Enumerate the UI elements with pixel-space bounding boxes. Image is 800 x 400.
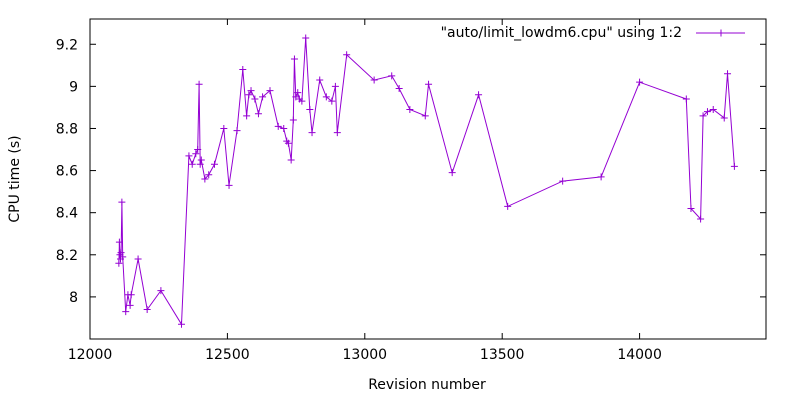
tick-labels: 12000 12500 13000 13500 14000 8 8.2 8.4 8.6 8.8 9 9… [56, 37, 662, 363]
data-point [370, 76, 378, 84]
data-point [559, 177, 567, 185]
data-point [157, 287, 165, 295]
data-point [143, 306, 151, 314]
data-point [197, 156, 205, 164]
data-point [210, 160, 218, 168]
data-point [292, 93, 300, 101]
data-point [280, 124, 288, 132]
data-point [475, 91, 483, 99]
y-tick-label: 9 [69, 79, 78, 95]
data-point [333, 129, 341, 137]
legend-label: "auto/limit_lowdm6.cpu" using 1:2 [441, 25, 682, 41]
data-point [730, 162, 738, 170]
x-tick-label: 12500 [205, 347, 250, 363]
data-point [308, 129, 316, 137]
y-tick-label: 9.2 [56, 37, 78, 53]
series-layer [115, 34, 738, 328]
data-point [425, 80, 433, 88]
data-point [322, 93, 330, 101]
data-point [421, 112, 429, 120]
y-tick-label: 8.2 [56, 248, 78, 264]
legend-marker [717, 29, 725, 37]
plot-area-border [89, 18, 767, 340]
data-point [185, 152, 193, 160]
data-point [192, 150, 200, 158]
data-point [724, 70, 732, 78]
data-point [225, 181, 233, 189]
data-point [118, 198, 126, 206]
data-point [328, 97, 336, 105]
data-point [195, 80, 203, 88]
y-axis-label: CPU time (s) [7, 135, 23, 222]
data-point [201, 175, 209, 183]
legend: "auto/limit_lowdm6.cpu" using 1:2 [441, 25, 745, 41]
data-point [448, 169, 456, 177]
y-tick-label: 8 [69, 290, 78, 306]
series-line [118, 37, 735, 326]
data-point [331, 82, 339, 90]
data-point [127, 291, 135, 299]
data-point [119, 253, 127, 261]
data-point [682, 95, 690, 103]
data-point [290, 55, 298, 63]
axis-ticks [89, 19, 766, 339]
data-point [298, 97, 306, 105]
data-point [697, 215, 705, 223]
data-point [254, 110, 262, 118]
data-point [709, 106, 717, 114]
x-tick-label: 13500 [480, 347, 525, 363]
data-point [395, 84, 403, 92]
y-tick-label: 8.6 [56, 164, 78, 180]
x-axis-label: Revision number [368, 377, 486, 393]
data-point [699, 112, 707, 120]
data-point [687, 204, 695, 212]
data-point [306, 106, 314, 114]
data-point [274, 122, 282, 130]
y-tick-label: 8.8 [56, 121, 78, 137]
x-tick-label: 14000 [617, 347, 662, 363]
data-point [122, 308, 130, 316]
data-point [115, 259, 123, 267]
data-point [205, 171, 213, 179]
y-tick-label: 8.4 [56, 206, 78, 222]
data-point [134, 255, 142, 263]
x-tick-label: 12000 [68, 347, 113, 363]
data-point [196, 160, 204, 168]
data-point [188, 160, 196, 168]
data-point [720, 114, 728, 122]
data-point [126, 301, 134, 309]
data-point [302, 34, 310, 42]
data-point [259, 93, 267, 101]
data-point [343, 51, 351, 59]
data-point [406, 106, 414, 114]
data-point [388, 72, 396, 80]
data-point [247, 87, 255, 95]
data-point [233, 127, 241, 135]
data-point [115, 238, 123, 246]
data-point [243, 112, 251, 120]
data-point [294, 89, 302, 97]
data-point [178, 320, 186, 328]
data-point [636, 78, 644, 86]
data-point [504, 202, 512, 210]
data-point [266, 87, 274, 95]
data-point [284, 139, 292, 147]
data-point [245, 91, 253, 99]
data-point [287, 156, 295, 164]
data-point [289, 116, 297, 124]
data-point [239, 66, 247, 74]
data-point [220, 124, 228, 132]
data-point [117, 249, 125, 257]
x-tick-label: 13000 [343, 347, 388, 363]
data-point [316, 76, 324, 84]
data-point [597, 173, 605, 181]
data-point [194, 146, 202, 154]
data-point [703, 108, 711, 116]
data-point [251, 95, 259, 103]
